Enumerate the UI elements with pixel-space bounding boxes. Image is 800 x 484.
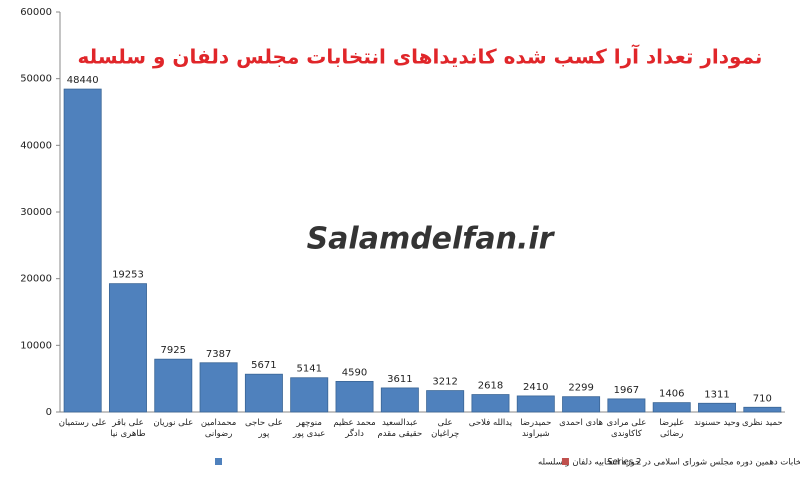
bar [516, 395, 555, 413]
x-tick-label: علی چراغیان [431, 418, 460, 439]
bar [380, 387, 419, 413]
legend-swatch [215, 458, 222, 465]
x-tick-label: محمد عظیم دادگر [333, 418, 376, 439]
x-tick-label: علیرضا رضائی [659, 418, 685, 439]
bar [471, 394, 510, 413]
bar [63, 88, 102, 413]
x-tick-label: یدالله فلاحی [468, 418, 513, 428]
bar [698, 402, 737, 413]
watermark: Salamdelfan.ir [307, 222, 556, 257]
x-tick-label: علی حاجی پور [244, 418, 283, 439]
x-tick-label: علی مرادی کاکاوندی [606, 418, 647, 439]
y-tick-label: 0 [46, 407, 52, 418]
value-label: 3611 [387, 374, 412, 385]
x-tick-label: عبدالسعید حقیقی مقدم [377, 418, 423, 439]
value-label: 7925 [161, 345, 186, 356]
value-label: 19253 [112, 270, 144, 281]
x-tick-label: علی نوریان [153, 418, 194, 428]
x-tick-label: محمدامین رضوانی [200, 418, 237, 439]
legend-swatch [561, 458, 569, 465]
value-label: 5671 [251, 360, 276, 371]
value-label: 1406 [659, 389, 684, 400]
x-tick-label: حمیدرضا شیراوند [520, 418, 552, 439]
x-tick-label: منوچهر عبدی پور [293, 418, 326, 439]
legend-label: نتیجه نهایی انتخابات دهمین دوره مجلس شور… [538, 458, 800, 468]
bar [652, 402, 691, 413]
value-label: 7387 [206, 349, 231, 360]
bar [743, 406, 782, 413]
value-label: 2618 [478, 381, 503, 392]
bar [562, 396, 601, 413]
value-label: 2299 [568, 383, 593, 394]
value-label: 48440 [67, 75, 99, 86]
y-tick-label: 40000 [20, 140, 52, 151]
value-label: 710 [753, 393, 772, 404]
x-tick-label: حمید نظری [742, 418, 783, 428]
legend-label: Series 2 [607, 458, 641, 468]
x-tick-label: وحید حسنوند [694, 418, 740, 428]
value-label: 4590 [342, 367, 367, 378]
value-label: 1967 [614, 385, 639, 396]
value-label: 5141 [296, 364, 321, 375]
bar [199, 362, 238, 413]
bar [290, 377, 329, 413]
value-label: 3212 [432, 377, 457, 388]
y-tick-label: 60000 [20, 7, 52, 18]
bar [607, 398, 646, 413]
x-tick-label: علی رستمیان [58, 418, 107, 428]
chart-title: نمودار تعداد آرا کسب شده کاندیداهای انتخ… [78, 44, 763, 69]
bar [335, 380, 374, 413]
y-tick-label: 30000 [20, 207, 52, 218]
bar [426, 390, 465, 413]
bar [244, 373, 283, 413]
x-tick-label: هادی احمدی [559, 418, 604, 428]
bar [108, 283, 147, 413]
y-tick-label: 20000 [20, 274, 52, 285]
value-label: 2410 [523, 382, 548, 393]
value-label: 1311 [704, 389, 729, 400]
x-tick-label: علی باقر طاهری نیا [110, 418, 146, 439]
y-tick-label: 50000 [20, 74, 52, 85]
bar [154, 358, 193, 413]
y-tick-label: 10000 [20, 340, 52, 351]
